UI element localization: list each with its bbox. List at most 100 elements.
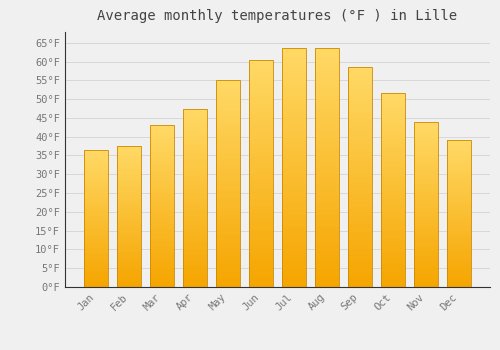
Bar (118, 218, 141, 220)
Bar (348, 257, 372, 259)
Bar (414, 223, 438, 225)
Bar (216, 222, 240, 225)
Bar (183, 238, 207, 240)
Bar (381, 168, 404, 171)
Bar (118, 206, 141, 208)
Bar (282, 129, 306, 132)
Bar (216, 91, 240, 93)
Bar (183, 146, 207, 149)
Bar (381, 93, 404, 96)
Bar (118, 162, 141, 164)
Bar (249, 156, 273, 159)
Bar (348, 92, 372, 94)
Bar (150, 138, 174, 140)
Bar (118, 222, 141, 224)
Bar (216, 173, 240, 176)
Bar (183, 167, 207, 169)
Bar (84, 189, 108, 191)
Bar (447, 274, 470, 276)
Bar (216, 145, 240, 147)
Bar (348, 84, 372, 86)
Bar (216, 176, 240, 178)
Bar (315, 233, 339, 236)
Bar (183, 158, 207, 160)
Bar (150, 204, 174, 206)
Bar (118, 225, 141, 227)
Bar (348, 136, 372, 139)
Bar (447, 263, 470, 265)
Bar (414, 153, 438, 155)
Bar (381, 176, 404, 178)
Bar (84, 237, 108, 239)
Bar (249, 213, 273, 216)
Bar (216, 119, 240, 122)
Bar (282, 90, 306, 93)
Bar (381, 178, 404, 181)
Bar (216, 228, 240, 230)
Bar (249, 162, 273, 165)
Bar (315, 203, 339, 206)
Bar (315, 281, 339, 284)
Bar (216, 186, 240, 189)
Bar (118, 266, 141, 268)
Bar (381, 156, 404, 159)
Bar (84, 241, 108, 243)
Bar (216, 215, 240, 217)
Bar (348, 246, 372, 248)
Bar (216, 189, 240, 191)
Bar (282, 159, 306, 162)
Bar (447, 212, 470, 214)
Bar (348, 81, 372, 84)
Bar (315, 257, 339, 260)
Bar (183, 227, 207, 229)
Bar (249, 244, 273, 247)
Bar (315, 159, 339, 162)
Bar (118, 252, 141, 253)
Bar (118, 204, 141, 206)
Bar (249, 94, 273, 97)
Bar (216, 276, 240, 279)
Bar (414, 279, 438, 281)
Bar (84, 150, 108, 287)
Bar (414, 250, 438, 252)
Bar (118, 194, 141, 195)
Bar (282, 123, 306, 126)
Bar (282, 156, 306, 159)
Bar (150, 192, 174, 194)
Bar (150, 239, 174, 240)
Bar (348, 279, 372, 281)
Bar (150, 267, 174, 269)
Bar (348, 180, 372, 183)
Bar (348, 196, 372, 199)
Bar (118, 149, 141, 152)
Bar (118, 146, 141, 148)
Bar (282, 236, 306, 239)
Bar (315, 284, 339, 287)
Bar (414, 283, 438, 285)
Bar (249, 208, 273, 210)
Bar (150, 168, 174, 170)
Bar (84, 186, 108, 188)
Bar (118, 238, 141, 239)
Bar (381, 101, 404, 103)
Bar (447, 281, 470, 284)
Bar (249, 150, 273, 153)
Bar (84, 224, 108, 225)
Bar (282, 96, 306, 99)
Bar (381, 219, 404, 222)
Bar (84, 205, 108, 206)
Bar (216, 212, 240, 215)
Bar (150, 186, 174, 188)
Bar (348, 273, 372, 276)
Bar (216, 155, 240, 158)
Bar (381, 217, 404, 219)
Bar (348, 210, 372, 213)
Bar (150, 180, 174, 182)
Bar (150, 162, 174, 164)
Bar (183, 229, 207, 231)
Bar (282, 212, 306, 215)
Bar (414, 167, 438, 169)
Bar (84, 266, 108, 268)
Bar (249, 134, 273, 136)
Bar (118, 213, 141, 215)
